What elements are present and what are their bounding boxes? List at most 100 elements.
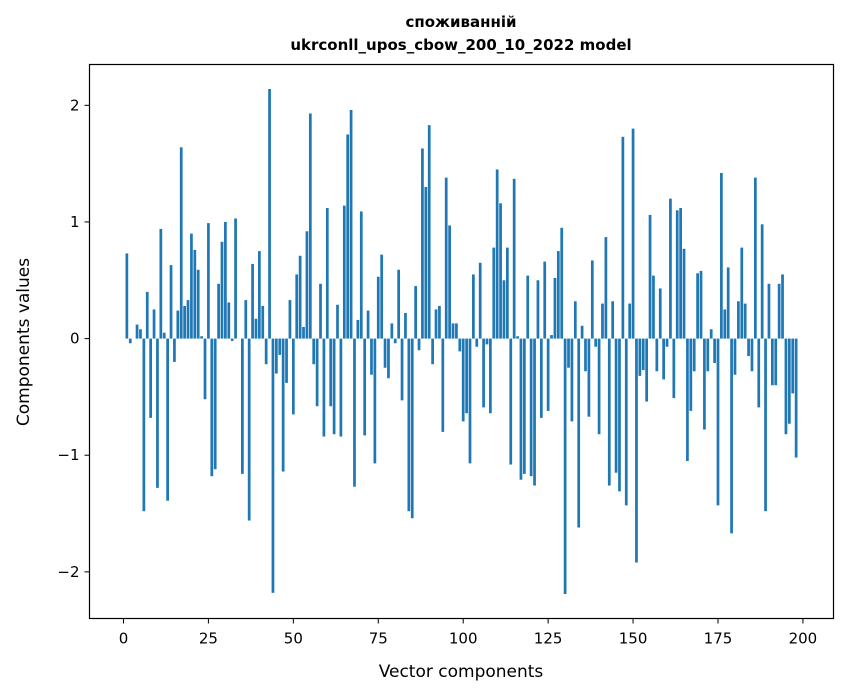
- bar-91: [431, 338, 434, 365]
- bar-136: [584, 338, 587, 372]
- bar-60: [325, 207, 329, 339]
- bar-96: [448, 225, 451, 339]
- bar-194: [781, 274, 784, 339]
- bar-14: [169, 265, 173, 339]
- bar-92: [434, 309, 438, 339]
- bar-179: [730, 338, 733, 534]
- bar-152: [638, 338, 642, 376]
- bar-98: [455, 323, 458, 339]
- bar-66: [346, 134, 350, 339]
- bar-81: [397, 269, 401, 339]
- bar-55: [308, 113, 312, 339]
- bar-23: [200, 336, 203, 339]
- bar-128: [556, 251, 560, 339]
- bars-group: [125, 88, 798, 594]
- bar-50: [291, 338, 295, 415]
- bar-8: [149, 338, 153, 418]
- y-tick-label-0: 0: [70, 330, 80, 348]
- bar-104: [475, 338, 479, 347]
- bar-64: [339, 338, 343, 437]
- bar-114: [509, 338, 513, 465]
- bar-84: [407, 338, 411, 512]
- bar-32: [230, 338, 234, 341]
- bar-12: [162, 332, 166, 339]
- bar-154: [645, 338, 649, 402]
- bar-102: [468, 338, 472, 464]
- bar-5: [139, 329, 142, 339]
- bar-171: [703, 338, 706, 430]
- bar-151: [635, 338, 638, 563]
- bar-143: [607, 338, 611, 486]
- bar-100: [461, 338, 465, 422]
- bar-157: [655, 338, 659, 372]
- bar-159: [662, 338, 665, 380]
- bar-53: [302, 326, 305, 339]
- bar-101: [465, 338, 468, 414]
- bar-59: [322, 338, 326, 437]
- bar-4: [135, 324, 139, 339]
- bar-83: [404, 312, 407, 339]
- bar-158: [658, 288, 662, 339]
- bar-112: [502, 280, 506, 339]
- bar-197: [791, 338, 795, 394]
- bar-177: [723, 309, 727, 339]
- bar-42: [264, 338, 268, 365]
- bar-74: [373, 338, 377, 464]
- bar-160: [665, 338, 669, 347]
- bar-181: [737, 301, 740, 339]
- bar-41: [261, 305, 265, 339]
- bar-51: [295, 274, 299, 339]
- x-tick-label-200: 200: [789, 630, 818, 648]
- x-tick-label-50: 50: [284, 630, 303, 648]
- y-tick-label-1: 1: [70, 213, 80, 231]
- bar-166: [686, 338, 689, 462]
- x-tick-label-25: 25: [199, 630, 218, 648]
- bar-150: [631, 128, 635, 339]
- bar-63: [336, 304, 339, 339]
- bar-56: [312, 338, 316, 365]
- bar-44: [271, 338, 275, 593]
- x-tick-label-100: 100: [449, 630, 478, 648]
- bar-121: [533, 338, 536, 486]
- bar-86: [414, 286, 417, 339]
- bar-149: [628, 303, 632, 339]
- bar-25: [207, 223, 210, 339]
- bar-170: [699, 270, 703, 339]
- bar-127: [553, 277, 557, 339]
- y-tick-label--2: −2: [57, 563, 79, 581]
- bar-138: [590, 260, 594, 339]
- bar-103: [472, 274, 475, 339]
- x-tick-label-125: 125: [534, 630, 563, 648]
- bar-18: [183, 305, 186, 339]
- bar-148: [624, 338, 628, 506]
- bar-180: [733, 338, 737, 375]
- bar-26: [210, 338, 214, 477]
- bar-192: [774, 338, 778, 386]
- bar-88: [421, 148, 424, 339]
- bar-122: [536, 280, 540, 339]
- bar-45: [274, 338, 278, 374]
- bar-105: [478, 262, 482, 339]
- bar-11: [159, 228, 163, 339]
- plot-frame: [88, 63, 835, 620]
- y-axis-label: Components values: [14, 258, 34, 426]
- bar-16: [176, 310, 180, 339]
- bar-61: [329, 338, 333, 407]
- bar-198: [794, 338, 798, 458]
- bar-183: [743, 303, 747, 339]
- bar-39: [254, 318, 258, 339]
- x-tick-label-150: 150: [619, 630, 648, 648]
- bar-87: [417, 338, 421, 351]
- chart-title-line-2: ukrconll_upos_cbow_200_10_2022 model: [290, 36, 631, 54]
- bar-140: [597, 338, 601, 435]
- bar-173: [709, 329, 713, 339]
- bar-76: [380, 254, 384, 339]
- bar-124: [543, 261, 547, 339]
- bar-77: [383, 338, 387, 368]
- bar-176: [720, 172, 723, 339]
- bar-106: [482, 338, 485, 408]
- bar-195: [784, 338, 788, 435]
- bar-191: [770, 338, 774, 386]
- bar-31: [227, 302, 231, 339]
- bar-72: [366, 310, 370, 339]
